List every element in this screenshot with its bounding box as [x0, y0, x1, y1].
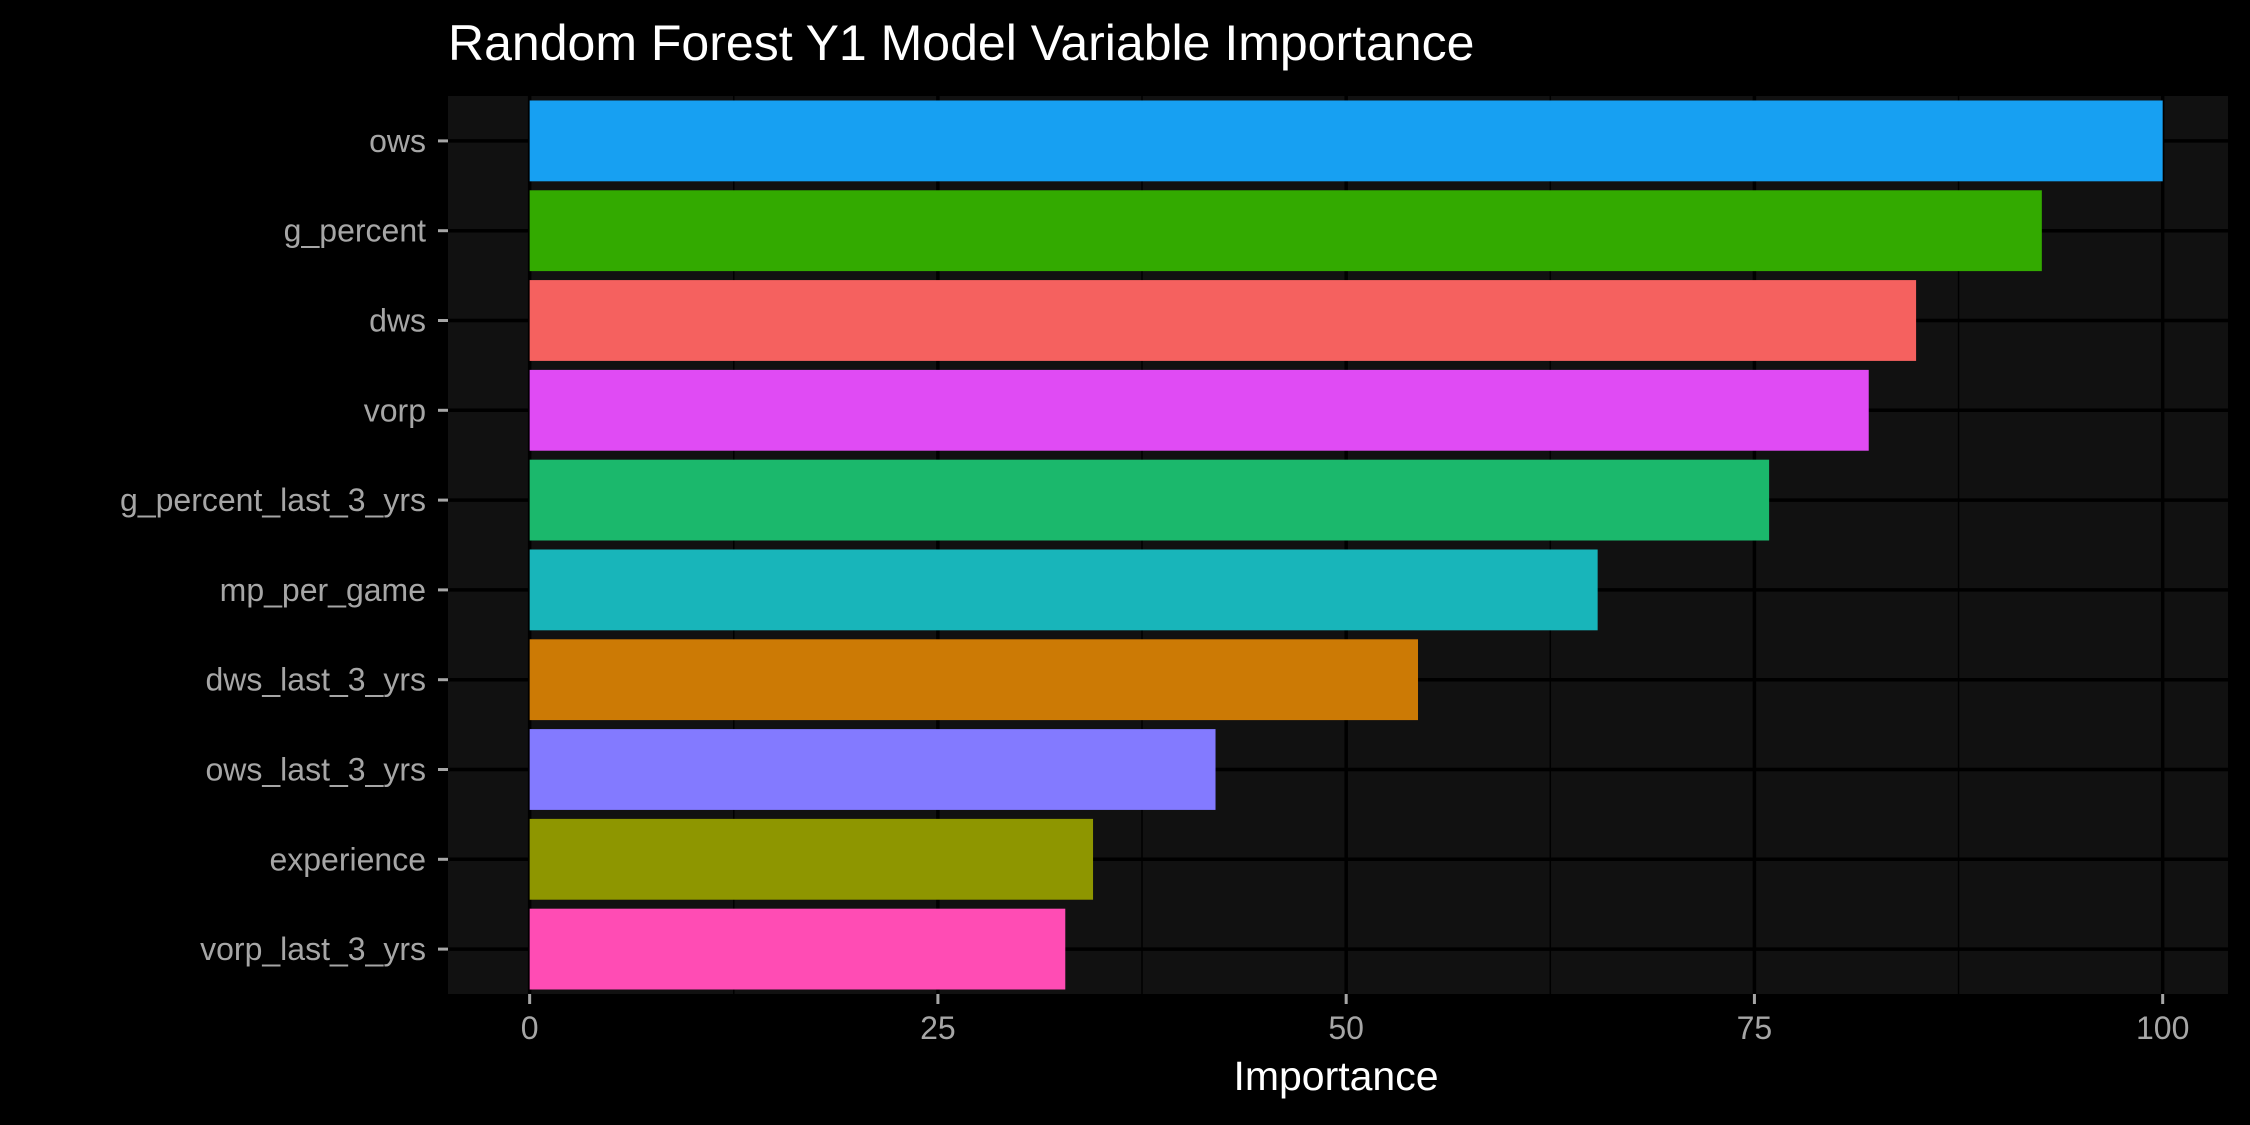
bar-mp-per-game — [529, 549, 1598, 631]
bar-dws — [529, 280, 1917, 361]
x-tick-label: 0 — [521, 1010, 539, 1046]
y-tick-label: experience — [269, 841, 426, 877]
bars — [529, 100, 2163, 990]
y-tick-label: vorp_last_3_yrs — [200, 931, 426, 967]
x-axis-ticks: 0 25 50 75 100 — [521, 994, 2189, 1046]
chart-title: Random Forest Y1 Model Variable Importan… — [448, 15, 1474, 71]
y-tick-label: ows_last_3_yrs — [205, 752, 426, 788]
x-tick-label: 75 — [1737, 1010, 1773, 1046]
y-tick-label: dws — [369, 303, 426, 339]
y-tick-label: mp_per_game — [220, 572, 426, 608]
x-tick-label: 100 — [2136, 1010, 2189, 1046]
bar-ows-last-3-yrs — [529, 729, 1216, 810]
bar-experience — [529, 818, 1094, 900]
bar-g-percent — [529, 190, 2042, 272]
y-tick-label: dws_last_3_yrs — [205, 662, 426, 698]
y-tick-label: g_percent_last_3_yrs — [120, 482, 426, 518]
bar-vorp — [529, 369, 1869, 451]
bar-g-percent-last-3-yrs — [529, 459, 1770, 541]
y-tick-label: vorp — [364, 392, 426, 428]
bar-vorp-last-3-yrs — [529, 908, 1066, 990]
bar-dws-last-3-yrs — [529, 639, 1419, 721]
y-tick-label: ows — [369, 123, 426, 159]
x-tick-label: 50 — [1328, 1010, 1364, 1046]
x-tick-label: 25 — [920, 1010, 956, 1046]
x-axis-label: Importance — [1233, 1053, 1438, 1099]
bar-ows — [529, 100, 2163, 182]
y-tick-label: g_percent — [284, 213, 426, 249]
